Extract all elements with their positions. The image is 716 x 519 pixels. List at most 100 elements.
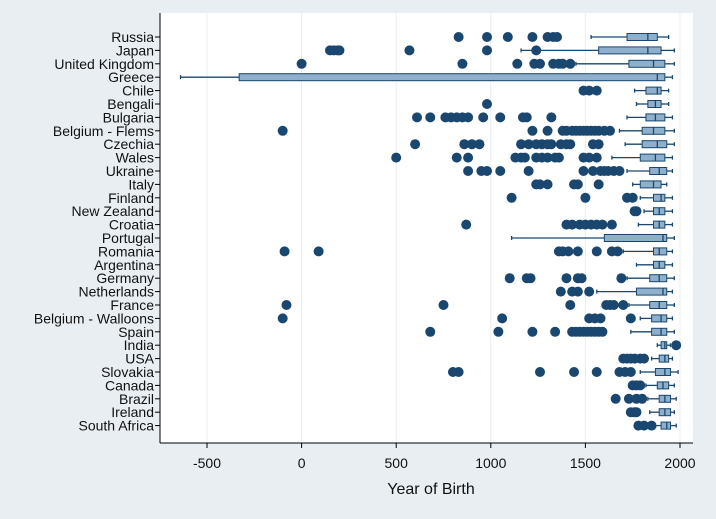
outlier-point (523, 139, 534, 150)
outlier-point (461, 219, 472, 230)
outlier-point (527, 125, 538, 136)
outlier-point (625, 313, 636, 324)
outlier-point (550, 326, 561, 337)
outlier-point (572, 286, 583, 297)
outlier-point (584, 286, 595, 297)
outlier-point (482, 45, 493, 56)
box-row (281, 300, 675, 310)
box-row (463, 166, 674, 176)
x-axis-ticks: -500 0 500 1000 1500 2000 (193, 443, 696, 471)
outlier-point (631, 407, 642, 418)
y-tick-label: Chile (122, 83, 154, 99)
outlier-point (587, 166, 598, 176)
y-tick-label: Germany (96, 270, 154, 286)
outlier-point (519, 152, 530, 163)
outlier-point (614, 166, 625, 176)
outlier-point (482, 32, 493, 42)
outlier-point (635, 380, 646, 391)
box-iqr (626, 33, 658, 41)
outlier-point (637, 393, 648, 404)
box-row (410, 139, 675, 150)
x-tick-label: -500 (193, 455, 221, 471)
outlier-point (531, 45, 542, 56)
outlier-point (466, 139, 477, 150)
x-tick-label: 1500 (570, 455, 601, 471)
outlier-point (567, 219, 578, 230)
outlier-point (534, 179, 545, 190)
box-row (504, 273, 675, 284)
box-iqr (651, 327, 668, 336)
y-tick-label: Argentina (94, 257, 154, 273)
outlier-point (512, 58, 523, 69)
y-tick-label: Greece (108, 69, 154, 85)
outlier-point (525, 273, 536, 284)
outlier-point (576, 273, 587, 284)
box-row (531, 179, 668, 190)
outlier-point (591, 85, 602, 96)
y-tick-label: Netherlands (79, 284, 155, 300)
outlier-point (506, 192, 517, 203)
box-row (277, 313, 674, 324)
outlier-point (639, 420, 650, 431)
y-tick-label: Ukraine (106, 163, 154, 179)
outlier-point (391, 152, 402, 163)
box-iqr (660, 421, 672, 430)
outlier-point (478, 112, 489, 123)
outlier-point (565, 139, 576, 150)
box-row (627, 380, 675, 391)
outlier-point (604, 125, 615, 136)
outlier-point (565, 58, 576, 69)
outlier-point (597, 326, 608, 337)
x-axis-title: Year of Birth (387, 481, 474, 498)
box-iqr (649, 301, 668, 309)
outlier-point (516, 139, 527, 150)
outlier-point (493, 326, 504, 337)
outlier-point (584, 152, 595, 163)
outlier-point (334, 45, 345, 56)
box-row (618, 353, 674, 364)
y-tick-label: USA (125, 351, 154, 367)
box-iqr (639, 180, 662, 189)
box-row (391, 152, 674, 163)
outlier-point (277, 125, 288, 136)
outlier-point (534, 58, 545, 69)
outlier-point (618, 300, 629, 310)
box-iqr (649, 274, 668, 283)
outlier-point (565, 300, 576, 310)
box-row (277, 125, 675, 136)
outlier-point (578, 166, 589, 176)
outlier-point (463, 112, 474, 123)
box-row (506, 192, 674, 203)
outlier-point (572, 246, 583, 257)
box-iqr (653, 247, 668, 256)
box-row (461, 219, 674, 230)
box-iqr (654, 368, 672, 376)
gridlines (206, 13, 681, 443)
box-iqr (641, 140, 668, 149)
outlier-point (555, 286, 566, 297)
box-row (296, 58, 675, 69)
outlier-point (457, 58, 468, 69)
outlier-point (591, 152, 602, 163)
box-iqr (653, 193, 666, 202)
outlier-point (410, 139, 421, 150)
outlier-point (631, 206, 642, 217)
outlier-point (612, 246, 623, 257)
x-tick-label: 2000 (664, 455, 695, 471)
outlier-point (482, 166, 493, 176)
outlier-point (591, 246, 602, 257)
y-tick-label: Finland (108, 190, 154, 206)
outlier-point (610, 393, 621, 404)
outlier-point (497, 313, 508, 324)
y-tick-label: Belgium - Walloons (34, 310, 154, 326)
box-row (578, 85, 670, 96)
outlier-point (623, 393, 634, 404)
outlier-point (527, 326, 538, 337)
outlier-point (521, 112, 532, 123)
box-row (629, 206, 674, 217)
y-tick-label: Spain (118, 324, 154, 340)
x-tick-label: 0 (298, 455, 306, 471)
box-row (425, 326, 675, 337)
outlier-point (572, 179, 583, 190)
box-row (610, 393, 677, 404)
